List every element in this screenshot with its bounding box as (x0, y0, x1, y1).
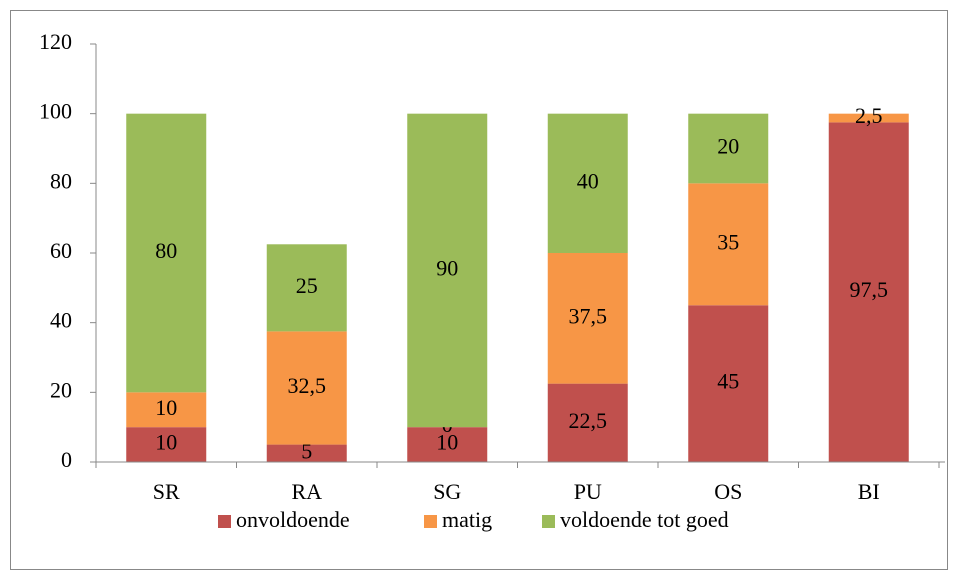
bar-segment (688, 113, 769, 184)
bar-segment (266, 331, 347, 445)
y-tick-label: 120 (39, 29, 72, 54)
data-label: 2,5 (855, 103, 883, 128)
legend-swatch (218, 515, 231, 528)
legend-label: voldoende tot goed (560, 507, 729, 532)
data-label: 10 (155, 430, 177, 455)
y-tick-label: 60 (50, 238, 72, 263)
x-tick-label: RA (291, 479, 322, 504)
bar-segment (266, 444, 347, 462)
bar-segment (547, 113, 628, 254)
bar-segment (126, 427, 207, 462)
bar-segment (266, 244, 347, 332)
bar-segment (688, 183, 769, 306)
data-label: 90 (436, 255, 458, 280)
data-label: 40 (577, 168, 599, 193)
x-tick-label: SG (433, 479, 461, 504)
data-label: 80 (155, 238, 177, 263)
data-label: 35 (717, 229, 739, 254)
bar-segment (407, 113, 488, 428)
y-tick-label: 20 (50, 377, 72, 402)
bar-segment (688, 305, 769, 462)
data-label: 20 (717, 134, 739, 159)
data-label: 10 (155, 395, 177, 420)
x-tick-label: SR (153, 479, 180, 504)
y-tick-label: 100 (39, 99, 72, 124)
bar-segment (126, 113, 207, 393)
bar-segment (547, 253, 628, 384)
bar-segment (547, 383, 628, 462)
data-label: 32,5 (288, 373, 327, 398)
data-label: 97,5 (850, 277, 889, 302)
legend-label: matig (442, 507, 492, 532)
legend-swatch (542, 515, 555, 528)
bar-segment (126, 392, 207, 428)
y-tick-label: 0 (61, 447, 72, 472)
data-label: 37,5 (569, 303, 608, 328)
y-tick-label: 40 (50, 308, 72, 333)
x-tick-label: PU (574, 479, 602, 504)
bar-segment (828, 113, 909, 123)
x-tick-label: BI (858, 479, 880, 504)
legend-swatch (424, 515, 437, 528)
x-tick-label: OS (714, 479, 742, 504)
data-label: 45 (717, 369, 739, 394)
bar-segment (407, 427, 488, 462)
bar-segment (828, 122, 909, 462)
data-label: 22,5 (569, 408, 608, 433)
data-label: 5 (301, 438, 312, 463)
data-label: 10 (436, 430, 458, 455)
y-tick-label: 80 (50, 168, 72, 193)
data-label: 25 (296, 273, 318, 298)
legend-label: onvoldoende (236, 507, 350, 532)
